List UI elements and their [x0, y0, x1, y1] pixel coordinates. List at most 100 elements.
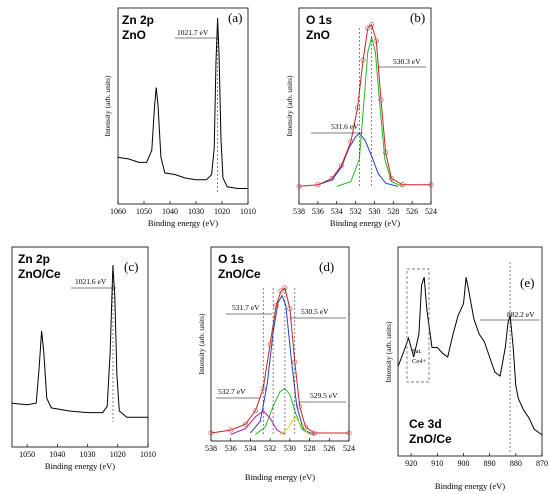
- panel-d-data-point: [278, 288, 284, 294]
- panel-d-tag: (d): [319, 259, 334, 274]
- panel-b-peak1-label: 530.3 eV: [393, 57, 421, 66]
- panel-e-satellite-species: Ce4+: [412, 358, 426, 365]
- panel-e-ylabel: Intensity (arb. units): [384, 321, 393, 383]
- panel-d-tick-label: 534: [244, 444, 256, 453]
- panel-d-peak3-label: 532.7 eV: [218, 387, 246, 396]
- panel-e-title-line1: Ce 3d: [409, 417, 442, 431]
- panel-a-ylabel: Intensity (arb. units): [103, 75, 112, 137]
- panel-b-title-line2: ZnO: [306, 28, 330, 42]
- panel-d-ticks: 538 536 534 532 530 528 526 524: [205, 438, 355, 453]
- panel-c-xlabel: Binding energy (eV): [45, 461, 115, 471]
- panel-a-frame: [117, 7, 249, 205]
- panel-b-data-point: [329, 175, 335, 181]
- panel-b-data-point: [338, 163, 344, 169]
- panel-d-peak4-label: 529.5 eV: [310, 391, 338, 400]
- panel-a-xlabel: Binding energy (eV): [148, 218, 218, 228]
- panel-d-xlabel: Binding energy (eV): [245, 472, 315, 482]
- panel-b-data-point: [388, 175, 394, 181]
- panel-d-data-point: [208, 430, 214, 436]
- panel-d-data-point: [273, 303, 279, 309]
- panel-d-data-point: [252, 408, 258, 414]
- panel-b-frame: [298, 7, 432, 205]
- panel-b-data-point: [400, 182, 406, 188]
- panel-d-tick-label: 526: [323, 444, 335, 453]
- panel-c-plot: [11, 264, 148, 422]
- panel-b-plot: [296, 22, 434, 189]
- panel-a-tick-label: 1050: [136, 207, 152, 216]
- panel-b-series-line-2: [298, 23, 431, 187]
- panel-b-data-point: [369, 22, 375, 28]
- panel-b-tag: (b): [410, 10, 425, 25]
- panel-a-title-line1: Zn 2p: [122, 13, 154, 27]
- panel-a-ticks: 1060 1050 1040 1030 1020 1010: [110, 201, 256, 216]
- panel-b-tick-label: 532: [350, 207, 362, 216]
- panel-d-plot: [208, 285, 352, 437]
- panel-b-xlabel: Binding energy (eV): [330, 218, 400, 228]
- panel-c-tick-label: 1020: [110, 450, 126, 459]
- panel-b-data-point: [315, 182, 321, 188]
- panel-d-data-point: [228, 427, 234, 433]
- panel-d-title-line2: ZnO/Ce: [218, 267, 261, 281]
- panel-b-data-point: [360, 57, 366, 63]
- panel-c-title-line1: Zn 2p: [18, 252, 50, 266]
- panel-b-data-point: [296, 183, 302, 189]
- panel-c-tick-label: 1010: [140, 450, 156, 459]
- panel-d-tick-label: 528: [304, 444, 316, 453]
- panel-c-series-line-0: [11, 264, 148, 418]
- panel-e-ticks: 920 910 900 890 880 870: [405, 453, 548, 468]
- panel-a-series-line-0: [117, 17, 248, 189]
- panel-e-xlabel: Binding energy (eV): [435, 481, 505, 491]
- panel-e-plot: [397, 262, 543, 452]
- panel-b-data-point: [365, 25, 371, 31]
- panel-b-tick-label: 528: [387, 207, 399, 216]
- panel-c-title-line2: ZnO/Ce: [18, 267, 61, 281]
- panel-d-series-line-0: [250, 294, 315, 435]
- panel-e-satellite-label: Sat.: [412, 348, 422, 355]
- panel-d-data-point: [346, 430, 352, 436]
- panel-d-data-point: [243, 421, 249, 427]
- panel-b-ylabel: Intensity (arb. units): [285, 75, 294, 137]
- panel-d-frame: [210, 246, 350, 442]
- panel-d-data-point: [267, 341, 273, 347]
- panel-d-data-point: [303, 424, 309, 430]
- panel-c-tag: (c): [124, 259, 138, 274]
- panel-c-frame: [11, 246, 149, 448]
- panel-a-plot: [117, 17, 248, 192]
- panel-b-tick-label: 530: [368, 207, 380, 216]
- panel-d-peak1-label: 531.7 eV: [232, 303, 260, 312]
- panel-b-data-point: [428, 182, 434, 188]
- panel-e-satellite-box: [406, 268, 430, 383]
- panel-c-tick-label: 1040: [49, 450, 65, 459]
- panel-e-series-line-0: [397, 277, 543, 436]
- panel-d-data-point: [297, 403, 303, 409]
- panel-e-tick-label: 900: [457, 459, 469, 468]
- panel-e: Ce 3d ZnO/Ce (e) Intensity (arb. units) …: [384, 246, 548, 491]
- panel-d-series-line-4: [210, 287, 349, 434]
- panel-d-data-point: [260, 386, 266, 392]
- panel-a-tick-label: 1060: [110, 207, 126, 216]
- panel-e-tick-label: 910: [431, 459, 443, 468]
- panel-b-data-point: [373, 38, 379, 44]
- panel-b-tick-label: 526: [406, 207, 418, 216]
- panel-a-peak-label: 1021.7 eV: [177, 28, 209, 37]
- panel-e-frame: [397, 246, 543, 457]
- panel-e-tick-label: 870: [536, 459, 548, 468]
- panel-d-data-point: [282, 285, 288, 291]
- panel-b-tick-label: 534: [331, 207, 343, 216]
- panel-d-tick-label: 536: [225, 444, 237, 453]
- panel-c-ticks: 1050 1040 1030 1020 1010: [19, 444, 156, 459]
- panel-e-tick-label: 890: [484, 459, 496, 468]
- panel-e-tick-label: 920: [405, 459, 417, 468]
- panel-d-tick-label: 538: [205, 444, 217, 453]
- panel-d-data-point: [311, 430, 317, 436]
- panel-d-tick-label: 530: [284, 444, 296, 453]
- panel-a-title-line2: ZnO: [122, 28, 146, 42]
- panel-e-title-line2: ZnO/Ce: [409, 432, 452, 446]
- panel-d-peak2-label: 530.5 eV: [301, 307, 329, 316]
- panel-b-data-point: [354, 105, 360, 111]
- panel-b-tick-label: 538: [293, 207, 305, 216]
- panel-a: Zn 2p ZnO (a) Intensity (arb. units) Bin…: [103, 7, 256, 228]
- panel-a-tick-label: 1020: [214, 207, 230, 216]
- panel-b-title-line1: O 1s: [306, 13, 332, 27]
